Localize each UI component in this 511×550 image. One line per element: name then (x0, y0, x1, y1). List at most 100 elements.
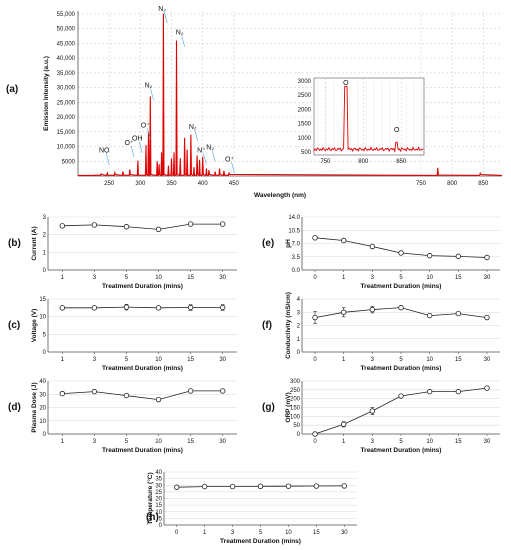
panel-f-xtick-label: 0 (313, 357, 317, 363)
panel-d-data-point (155, 396, 162, 403)
panel-h-xtick-label: 3 (231, 530, 235, 536)
panel-g-y-axis-label: ORP (mV) (285, 392, 292, 422)
spectrum-ytick-label: 20,000 (57, 115, 76, 121)
spectrum-annotation-label: N₂ (158, 6, 166, 13)
panel-label-8: (h) (146, 512, 159, 523)
panel-g-ytick-label: 100 (290, 414, 301, 420)
spectrum-xtick-label: 450 (229, 181, 240, 187)
spectrum-annotation-label: OH (132, 136, 143, 143)
panel-c-series-line (62, 306, 223, 309)
spectrum-annotation-leader (138, 141, 143, 153)
inset-annotation-label: O (343, 80, 349, 87)
panel-g-xtick-label: 10 (426, 439, 433, 445)
panel-c-xtick-label: 5 (125, 357, 129, 363)
spectrum-ytick-label: 10,000 (57, 145, 76, 151)
panel-label-6: (f) (262, 320, 272, 331)
panel-e-xtick-label: 0 (313, 275, 317, 281)
panel-b-xtick-label: 5 (125, 275, 129, 281)
panel-h-data-point (201, 483, 208, 490)
panel-g-x-axis-label: Treatment Duration (mins) (361, 447, 442, 454)
panel-e-y-axis-label: pH (285, 239, 292, 248)
panel-c-ytick-label: 10 (39, 315, 46, 321)
panel-b-data-point (219, 221, 226, 227)
panel-e-xtick-label: 30 (484, 275, 491, 281)
panel-h-ytick-label: 40 (155, 470, 162, 476)
panel-h-ytick-label: 20 (155, 497, 162, 503)
spectrum-xtick-label: 350 (167, 181, 178, 187)
panel-h-xtick-label: 5 (259, 530, 263, 536)
panel-d-xtick-label: 10 (155, 439, 162, 445)
panel-label-4: (d) (8, 402, 21, 413)
spectrum-annotation-label: NO (99, 147, 110, 154)
spectrum-annotation-leader (203, 153, 207, 165)
panel-h-xtick-label: 30 (341, 530, 348, 536)
panel-g-ytick-label: 300 (290, 379, 301, 385)
spectrum-annotation-label: O⁺ (141, 122, 150, 129)
panel-b-ytick-label: 3 (43, 215, 47, 221)
inset-annotation-label: O (394, 127, 400, 134)
panel-d-ytick-label: 20 (39, 406, 46, 412)
panel-e-data-point (369, 243, 376, 250)
spectrum-annotation-leader (147, 128, 151, 140)
panel-g-data-point (455, 388, 462, 395)
panel-e-xtick-label: 1 (342, 275, 346, 281)
inset-xtick-label: 800 (358, 159, 369, 165)
panel-h-ytick-label: 5 (159, 516, 163, 522)
panel-h-data-point (229, 483, 236, 490)
panel-g-ytick-label: 50 (293, 423, 300, 429)
spectrum-xtick-label: 750 (416, 181, 427, 187)
panel-e-data-point (426, 252, 433, 259)
panel-d-data-point (219, 388, 226, 394)
panel-f-xtick-label: 3 (371, 357, 375, 363)
spectrum-xtick-label: 300 (135, 181, 146, 187)
panel-g-ytick-label: 0 (297, 432, 301, 438)
panel-f-xtick-label: 1 (342, 357, 346, 363)
panel-label-2: (b) (8, 238, 21, 249)
spectrum-xtick-label: 250 (104, 181, 115, 187)
panel-f-data-point (369, 306, 376, 313)
panel-d-data-point (91, 388, 98, 395)
panel-b-y-axis-label: Current (A) (31, 226, 38, 260)
inset-ytick-label: 1500 (298, 122, 312, 128)
panel-b-data-point (155, 226, 162, 233)
panel-c-data-point (187, 304, 194, 311)
panel-g-ytick-label: 200 (290, 397, 301, 403)
panel-f-ytick-label: 4 (297, 297, 301, 303)
spectrum-ytick-label: 55,000 (57, 12, 76, 18)
panel-f-data-point (455, 310, 462, 317)
inset-ytick-label: 3000 (298, 79, 312, 85)
spectrum-annotation-leader (181, 35, 185, 47)
panel-b-data-point (187, 221, 194, 227)
spectrum-ytick-label: 15,000 (57, 130, 76, 136)
panel-b-xtick-label: 3 (93, 275, 97, 281)
panel-h-data-point (173, 484, 180, 490)
panel-c-xtick-label: 1 (61, 357, 65, 363)
spectrum-x-axis-label: Wavelength (nm) (254, 192, 306, 199)
panel-c-data-point (91, 305, 98, 311)
inset-series-line (313, 86, 424, 153)
panel-g-xtick-label: 0 (313, 439, 317, 445)
panel-g-data-point (426, 388, 433, 395)
spectrum-y-axis-label: Emission Intensity (a.u.) (43, 56, 50, 131)
panel-g-data-point (340, 421, 347, 427)
panel-d-xtick-label: 3 (93, 439, 97, 445)
panel-b-ytick-label: 1 (43, 250, 47, 256)
panel-h-ytick-label: 15 (155, 503, 162, 509)
panel-h-xtick-label: 10 (285, 530, 292, 536)
panel-b-ytick-label: 2 (43, 233, 47, 239)
panel-c-data-point (123, 304, 130, 310)
inset-frame (313, 77, 425, 156)
panel-h-xtick-label: 15 (313, 530, 320, 536)
spectrum-ytick-label: 50,000 (57, 27, 76, 33)
panel-g-xtick-label: 5 (399, 439, 403, 445)
spectrum-annotation-leader (163, 11, 168, 24)
panel-g-data-point (312, 431, 318, 437)
panel-label-3: (c) (8, 320, 20, 331)
panel-e-xtick-label: 3 (371, 275, 375, 281)
panel-g-ytick-label: 150 (290, 406, 301, 412)
panel-c-data-point (219, 304, 226, 311)
panel-g-xtick-label: 3 (371, 439, 375, 445)
spectrum-annotation-label: N₂ (206, 144, 214, 151)
panel-b-x-axis-label: Treatment Duration (mins) (102, 283, 183, 290)
